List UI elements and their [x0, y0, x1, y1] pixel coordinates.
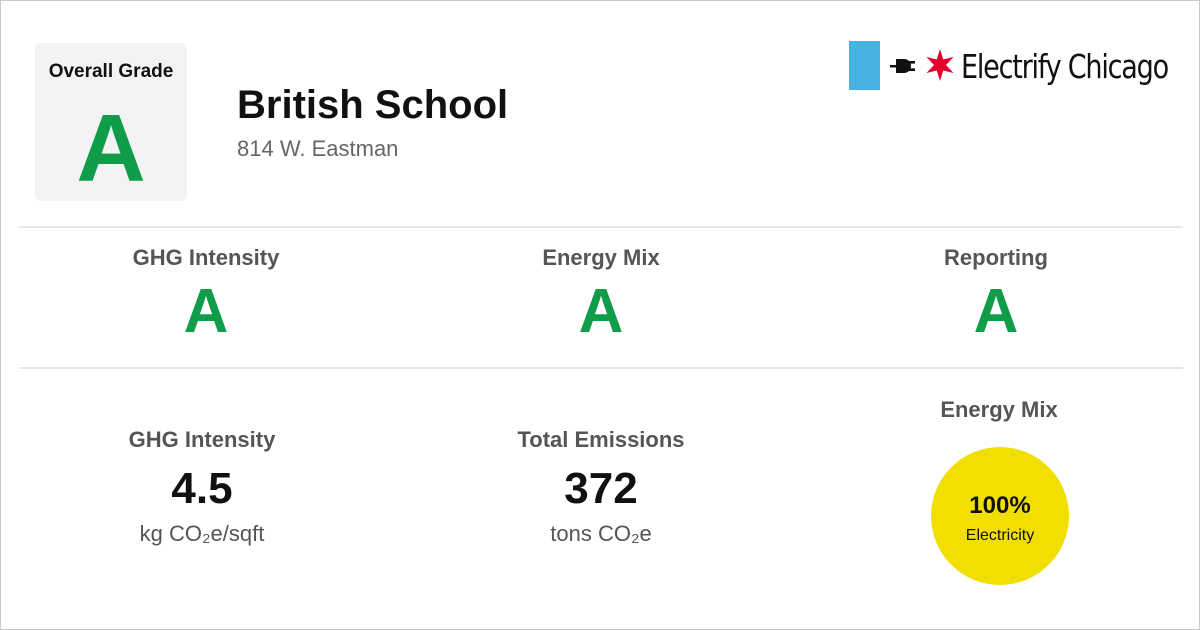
electrify-chicago-logo: Electrify Chicago [849, 41, 1179, 91]
logo-text: Electrify Chicago [961, 47, 1169, 86]
plug-icon [890, 59, 915, 73]
energy-mix-title: Energy Mix [940, 397, 1058, 422]
total-emissions-metric: Total Emissions 372 tons CO₂e [451, 427, 751, 547]
energy-mix-grade-title: Energy Mix [542, 245, 660, 270]
flag-bar-icon [849, 41, 880, 90]
energy-mix-grade-letter: A [578, 277, 624, 346]
ghg-intensity-grade-title: GHG Intensity [132, 245, 280, 270]
building-address: 814 W. Eastman [237, 136, 399, 161]
energy-mix-metric: Energy Mix 100% Electricity [849, 397, 1149, 585]
energy-mix-percent: 100% [969, 492, 1031, 519]
ghg-intensity-grade: GHG Intensity A [56, 245, 356, 343]
energy-mix-circle: 100% Electricity [931, 447, 1069, 585]
overall-grade-label: Overall Grade [48, 61, 174, 82]
ghg-intensity-grade-letter: A [183, 277, 229, 346]
total-emissions-value: 372 [564, 464, 638, 513]
building-name: British School [237, 83, 509, 127]
energy-mix-grade: Energy Mix A [451, 245, 751, 343]
ghg-intensity-unit: kg CO₂e/sqft [139, 521, 265, 546]
reporting-grade-title: Reporting [944, 245, 1048, 270]
overall-grade-letter: A [76, 95, 146, 202]
ghg-intensity-metric: GHG Intensity 4.5 kg CO₂e/sqft [52, 427, 352, 547]
ghg-intensity-value: 4.5 [171, 464, 233, 513]
divider [19, 226, 1183, 228]
energy-mix-source: Electricity [965, 527, 1035, 544]
reporting-grade: Reporting A [846, 245, 1146, 343]
divider [19, 367, 1183, 369]
overall-grade-card: Overall Grade A [35, 43, 187, 201]
total-emissions-unit: tons CO₂e [550, 521, 652, 546]
total-emissions-title: Total Emissions [517, 427, 685, 452]
reporting-grade-letter: A [973, 277, 1019, 346]
six-point-star-icon [926, 49, 954, 81]
ghg-intensity-metric-title: GHG Intensity [128, 427, 276, 452]
